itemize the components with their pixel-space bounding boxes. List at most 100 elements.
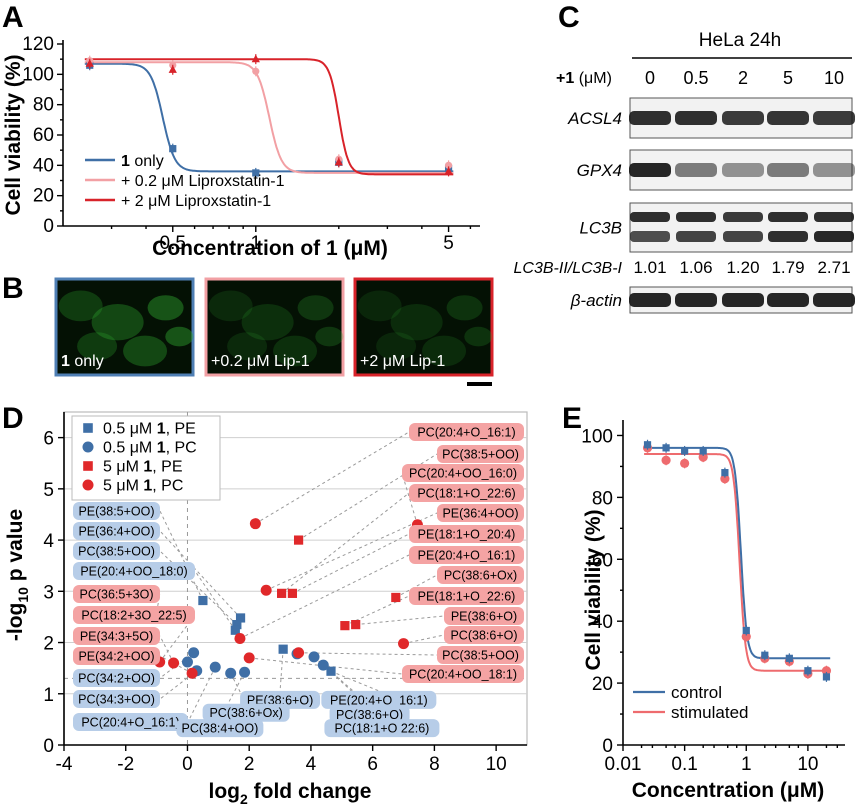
chart-d-legend-marker bbox=[83, 423, 93, 433]
chart-d-label-badge bbox=[437, 566, 524, 584]
chart-d-point-label: PC(38:6+Ox) bbox=[444, 569, 517, 583]
blot-band bbox=[676, 212, 716, 222]
chart-d-label-badge bbox=[73, 606, 195, 624]
concentration-label: 0.5 bbox=[683, 68, 708, 88]
chart-d-leader-line bbox=[401, 472, 418, 525]
blot-band bbox=[723, 231, 763, 242]
chart-d-y-tick-label: 1 bbox=[43, 685, 54, 706]
chart-d-labels: PE(38:5+OO) PE(36:4+OO) PC(38:5+OO) PE(20:4… bbox=[73, 423, 524, 738]
chart-d-point bbox=[225, 667, 237, 679]
blot-band bbox=[813, 293, 855, 307]
chart-a-x-tick-label: 0.5 bbox=[160, 233, 186, 254]
chart-d-point bbox=[230, 625, 240, 635]
chart-d-point bbox=[278, 644, 288, 654]
chart-e-point bbox=[720, 474, 730, 484]
chart-a-y-tick-label: 100 bbox=[22, 64, 54, 85]
chart-d-x-tick-label: 6 bbox=[367, 754, 378, 775]
chart-d-legend-bold: 1 bbox=[143, 459, 152, 476]
blot-band bbox=[813, 111, 855, 125]
chart-e-y-axis-title: Cell viability (%) bbox=[582, 509, 605, 670]
chart-d-leader-line bbox=[292, 533, 410, 594]
fluorescence-cell bbox=[165, 326, 194, 347]
chart-a-point bbox=[169, 145, 177, 153]
chart-d-x-tick-label: 10 bbox=[486, 754, 507, 775]
chart-e-y-tick-label: 60 bbox=[592, 550, 613, 571]
chart-d-point-label: PC(20:4+OO_18:1) bbox=[409, 668, 517, 682]
chart-d-leader-line bbox=[159, 530, 241, 619]
fluorescence-cell bbox=[208, 290, 253, 322]
blot-frame bbox=[629, 202, 853, 253]
ratio-value: 1.01 bbox=[633, 258, 666, 277]
chart-d-point-label: PC(38:6+Ox) bbox=[209, 706, 282, 720]
chart-d-point-label: PE(36:4+OO) bbox=[78, 525, 154, 539]
chart-e-point bbox=[643, 441, 652, 449]
chart-a-fit-1 bbox=[84, 61, 454, 174]
blot-band bbox=[722, 111, 764, 125]
chart-e-y-tick-label: 20 bbox=[592, 674, 613, 695]
blot-band bbox=[723, 212, 763, 222]
chart-d-label-badge bbox=[329, 705, 410, 724]
chart-e: 0 20 40 60 80 100 0.01 0.1 1 10 controlstimulated… bbox=[581, 420, 845, 802]
chart-d-point-label: PE(18:1+O_22:6) bbox=[418, 590, 516, 604]
fluorescence-cell bbox=[147, 295, 184, 321]
chart-d-legend-label: 0.5 μM 1, PC bbox=[103, 440, 197, 457]
chart-e-fit-curves bbox=[644, 446, 831, 672]
chart-e-y-tick-label: 80 bbox=[592, 488, 613, 509]
chart-d-point-label: PE(20:4+O_16:1) bbox=[418, 549, 516, 563]
chart-a-points bbox=[85, 54, 453, 178]
chart-a-point bbox=[444, 166, 453, 175]
chart-e-point bbox=[680, 458, 690, 468]
chart-d-label-badge bbox=[402, 464, 524, 482]
chart-d-point-label: PE(18:1+O_20:4) bbox=[418, 528, 516, 542]
chart-d-point bbox=[249, 518, 261, 530]
chart-d-leader-line bbox=[187, 666, 216, 723]
fluorescence-cell bbox=[315, 326, 344, 347]
chart-a-legend-text: only bbox=[130, 153, 164, 170]
chart-d-point bbox=[308, 651, 320, 663]
chart-e-legend-label: stimulated bbox=[671, 703, 748, 722]
fluorescence-cell bbox=[227, 332, 268, 361]
blot-label: β-actin bbox=[570, 291, 622, 310]
chart-a-x-tick-label: 5 bbox=[443, 233, 454, 254]
chart-d-point-label: PC(38:6+O) bbox=[336, 708, 403, 722]
ratio-label: LC3B-II/LC3B-I bbox=[514, 260, 623, 277]
ratio-value: 1.06 bbox=[679, 258, 712, 277]
chart-d-point-label: PC(38:5+OO) bbox=[442, 448, 519, 462]
ratio-value: 1.79 bbox=[771, 258, 804, 277]
chart-d-label-badge bbox=[73, 647, 160, 665]
chart-d-label-badge bbox=[73, 669, 160, 687]
chart-e-fit-1 bbox=[644, 453, 831, 672]
chart-d-label-badge bbox=[324, 719, 440, 738]
chart-a-axes: 0 20 40 60 80 100 120 0.5 1 5 bbox=[22, 34, 480, 254]
chart-d-point bbox=[198, 595, 208, 606]
chart-d-label-badge bbox=[73, 502, 160, 520]
chart-d-point bbox=[234, 632, 246, 644]
chart-d-leader-line bbox=[298, 652, 438, 656]
chart-d-leader-line bbox=[159, 510, 204, 601]
chart-d-point-label: PC(18:1+O_22:6) bbox=[417, 487, 515, 501]
chart-d-point-label: PC(18:1+O 22:6) bbox=[335, 722, 430, 736]
chart-e-y-tick-label: 40 bbox=[592, 612, 613, 633]
chart-e-point bbox=[721, 469, 729, 477]
chart-a-point bbox=[252, 67, 260, 75]
blot-band bbox=[629, 111, 671, 125]
chart-d-y-tick-label: 5 bbox=[43, 480, 54, 501]
chart-a-y-tick-label: 80 bbox=[33, 95, 54, 116]
chart-d-label-badge bbox=[409, 546, 524, 564]
chart-e-point bbox=[698, 452, 708, 462]
blot-band bbox=[768, 212, 808, 222]
micrograph-1 bbox=[204, 277, 345, 377]
panel-label-b: B bbox=[2, 272, 24, 305]
micrograph-label: 1 only bbox=[61, 353, 104, 370]
fluorescence-cell bbox=[58, 290, 103, 322]
chart-d-point bbox=[317, 659, 329, 671]
chart-a-x-tick-label: 1 bbox=[250, 233, 261, 254]
chart-d-label-badge bbox=[444, 607, 524, 625]
chart-d-point-label: PC(20:4+O_16:1) bbox=[417, 426, 515, 440]
chart-a: 0 20 40 60 80 100 120 0.5 1 5 1 only + 0.2 μM Lipr… bbox=[2, 34, 480, 260]
chart-d-legend-suffix: , PE bbox=[166, 421, 196, 438]
chart-a-legend: 1 only + 0.2 μM Liproxstatin-1 + 2 μM Lipr… bbox=[85, 153, 285, 210]
chart-d-label-badge bbox=[444, 626, 524, 644]
chart-e-x-tick-label: 10 bbox=[797, 754, 818, 775]
